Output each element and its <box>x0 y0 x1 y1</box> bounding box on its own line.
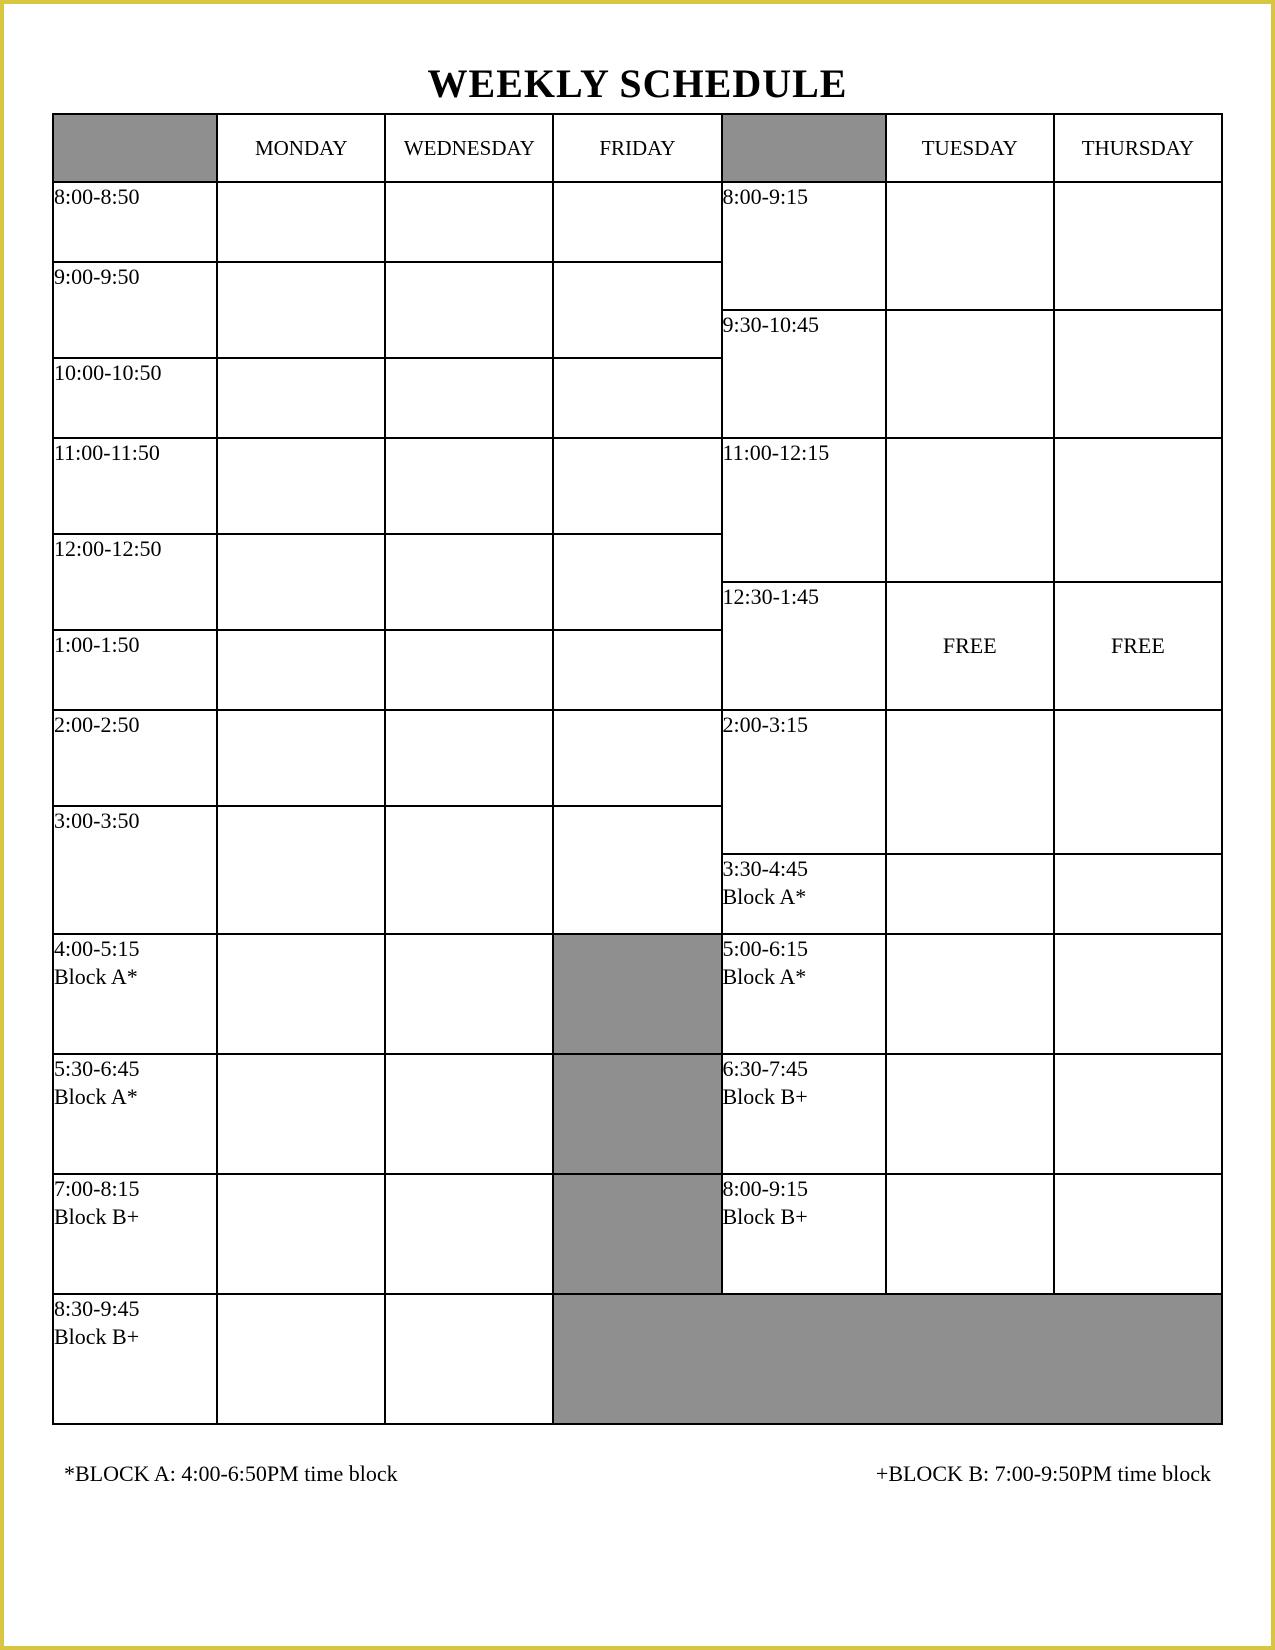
cell-mon-5 <box>217 630 385 710</box>
footnotes: *BLOCK A: 4:00-6:50PM time block +BLOCK … <box>52 1461 1223 1487</box>
footnote-block-a: *BLOCK A: 4:00-6:50PM time block <box>64 1461 398 1487</box>
cell-mon-11 <box>217 1294 385 1424</box>
cell-tue-1 <box>886 310 1054 438</box>
time-right-2: 11:00-12:15 <box>722 438 886 582</box>
header-tuesday: TUESDAY <box>886 114 1054 182</box>
cell-fri-6 <box>553 710 721 806</box>
time-left-3: 11:00-11:50 <box>53 438 217 534</box>
cell-fri-7 <box>553 806 721 934</box>
cell-fri-9 <box>553 1054 721 1174</box>
table-row: 4:00-5:15Block A* 5:00-6:15Block A* <box>53 934 1222 1054</box>
cell-thu-7 <box>1054 1054 1222 1174</box>
cell-mon-10 <box>217 1174 385 1294</box>
bottom-shaded-block <box>553 1294 1222 1424</box>
header-blank-right <box>722 114 886 182</box>
cell-thu-0 <box>1054 182 1222 310</box>
cell-thu-1 <box>1054 310 1222 438</box>
cell-tue-5 <box>886 854 1054 934</box>
cell-mon-0 <box>217 182 385 262</box>
time-left-4: 12:00-12:50 <box>53 534 217 630</box>
cell-fri-8 <box>553 934 721 1054</box>
cell-tue-6 <box>886 934 1054 1054</box>
cell-tue-0 <box>886 182 1054 310</box>
time-right-8: 8:00-9:15Block B+ <box>722 1174 886 1294</box>
cell-wed-0 <box>385 182 553 262</box>
cell-fri-0 <box>553 182 721 262</box>
time-left-8: 4:00-5:15Block A* <box>53 934 217 1054</box>
time-left-10: 7:00-8:15Block B+ <box>53 1174 217 1294</box>
time-right-3: 12:30-1:45 <box>722 582 886 710</box>
cell-wed-1 <box>385 262 553 358</box>
time-left-7: 3:00-3:50 <box>53 806 217 934</box>
table-row: 7:00-8:15Block B+ 8:00-9:15Block B+ <box>53 1174 1222 1294</box>
cell-wed-6 <box>385 710 553 806</box>
header-wednesday: WEDNESDAY <box>385 114 553 182</box>
header-row: MONDAY WEDNESDAY FRIDAY TUESDAY THURSDAY <box>53 114 1222 182</box>
cell-thu-6 <box>1054 934 1222 1054</box>
cell-fri-4 <box>553 534 721 630</box>
cell-mon-6 <box>217 710 385 806</box>
cell-fri-1 <box>553 262 721 358</box>
cell-fri-3 <box>553 438 721 534</box>
time-right-1: 9:30-10:45 <box>722 310 886 438</box>
time-right-4: 2:00-3:15 <box>722 710 886 854</box>
header-thursday: THURSDAY <box>1054 114 1222 182</box>
page-title: WEEKLY SCHEDULE <box>52 60 1223 107</box>
header-blank-left <box>53 114 217 182</box>
table-row: 11:00-11:50 11:00-12:15 <box>53 438 1222 486</box>
cell-wed-4 <box>385 534 553 630</box>
cell-mon-7 <box>217 806 385 934</box>
cell-wed-9 <box>385 1054 553 1174</box>
time-left-1: 9:00-9:50 <box>53 262 217 358</box>
cell-mon-3 <box>217 438 385 534</box>
cell-thu-4 <box>1054 710 1222 854</box>
header-monday: MONDAY <box>217 114 385 182</box>
cell-tue-3: FREE <box>886 582 1054 710</box>
time-left-6: 2:00-2:50 <box>53 710 217 806</box>
time-left-5: 1:00-1:50 <box>53 630 217 710</box>
cell-wed-2 <box>385 358 553 438</box>
cell-tue-4 <box>886 710 1054 854</box>
time-left-9: 5:30-6:45Block A* <box>53 1054 217 1174</box>
time-right-5: 3:30-4:45Block A* <box>722 854 886 934</box>
cell-tue-7 <box>886 1054 1054 1174</box>
cell-tue-8 <box>886 1174 1054 1294</box>
time-right-6: 5:00-6:15Block A* <box>722 934 886 1054</box>
time-left-11: 8:30-9:45Block B+ <box>53 1294 217 1424</box>
cell-mon-9 <box>217 1054 385 1174</box>
cell-fri-10 <box>553 1174 721 1294</box>
footnote-block-b: +BLOCK B: 7:00-9:50PM time block <box>876 1461 1211 1487</box>
cell-thu-3: FREE <box>1054 582 1222 710</box>
cell-wed-7 <box>385 806 553 934</box>
cell-thu-2 <box>1054 438 1222 582</box>
cell-mon-1 <box>217 262 385 358</box>
cell-fri-2 <box>553 358 721 438</box>
time-right-7: 6:30-7:45Block B+ <box>722 1054 886 1174</box>
cell-thu-8 <box>1054 1174 1222 1294</box>
cell-mon-8 <box>217 934 385 1054</box>
cell-mon-2 <box>217 358 385 438</box>
cell-mon-4 <box>217 534 385 630</box>
schedule-table: MONDAY WEDNESDAY FRIDAY TUESDAY THURSDAY… <box>52 113 1223 1425</box>
cell-fri-5 <box>553 630 721 710</box>
cell-wed-8 <box>385 934 553 1054</box>
cell-wed-10 <box>385 1174 553 1294</box>
cell-wed-5 <box>385 630 553 710</box>
time-right-0: 8:00-9:15 <box>722 182 886 310</box>
cell-wed-3 <box>385 438 553 534</box>
time-left-0: 8:00-8:50 <box>53 182 217 262</box>
cell-tue-2 <box>886 438 1054 582</box>
cell-wed-11 <box>385 1294 553 1424</box>
cell-thu-5 <box>1054 854 1222 934</box>
header-friday: FRIDAY <box>553 114 721 182</box>
table-row: 5:30-6:45Block A* 6:30-7:45Block B+ <box>53 1054 1222 1174</box>
table-row: 8:00-8:50 8:00-9:15 <box>53 182 1222 262</box>
time-left-2: 10:00-10:50 <box>53 358 217 438</box>
table-row: 2:00-2:50 2:00-3:15 <box>53 710 1222 758</box>
table-row: 8:30-9:45Block B+ <box>53 1294 1222 1424</box>
